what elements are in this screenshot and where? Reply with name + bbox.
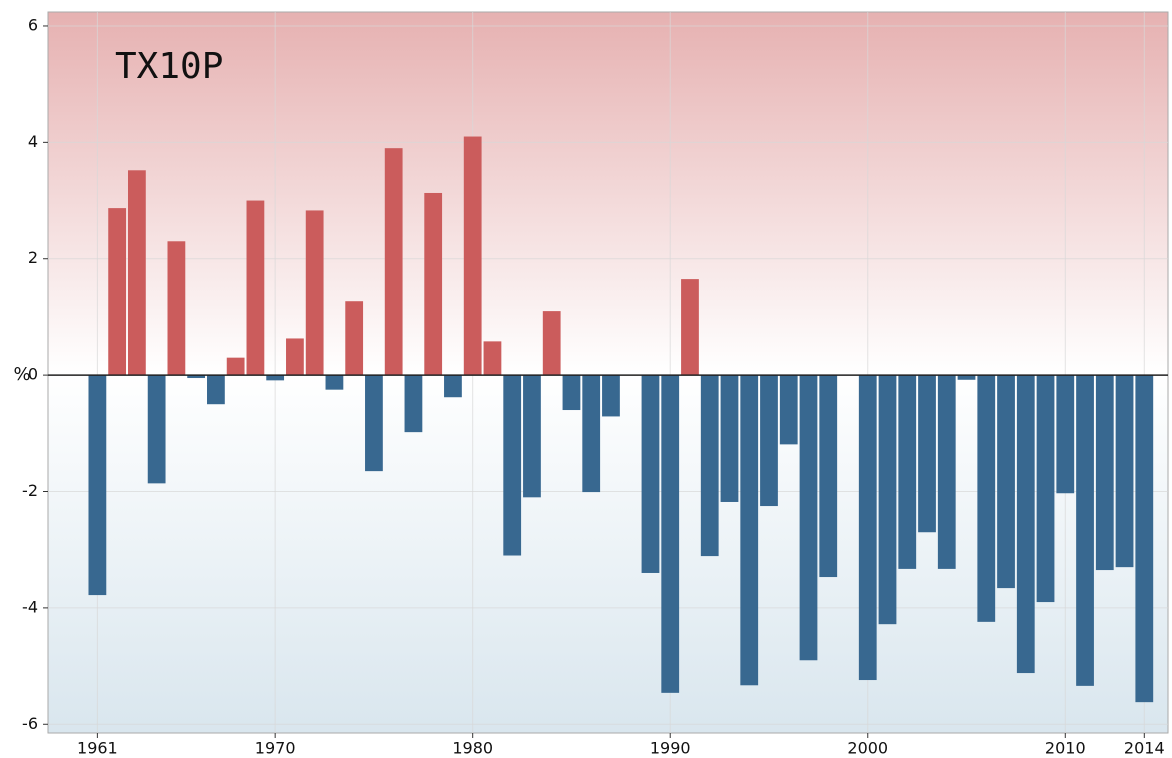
y-tick-label: 0 bbox=[28, 365, 38, 384]
bar bbox=[286, 338, 304, 376]
bar bbox=[661, 375, 680, 693]
bar bbox=[207, 375, 225, 405]
bar bbox=[602, 375, 620, 417]
y-tick-label: 4 bbox=[28, 132, 38, 151]
bar bbox=[542, 311, 561, 376]
bar bbox=[1095, 375, 1114, 571]
bar bbox=[305, 210, 324, 376]
bar bbox=[463, 136, 482, 376]
bar bbox=[997, 375, 1015, 589]
bar bbox=[760, 375, 778, 507]
x-tick-label: 2014 bbox=[1124, 739, 1165, 758]
bar bbox=[246, 200, 265, 376]
bar bbox=[266, 375, 285, 381]
bar bbox=[128, 170, 146, 376]
x-tick-label: 1980 bbox=[452, 739, 493, 758]
bar bbox=[1056, 375, 1075, 494]
bar bbox=[1036, 375, 1055, 603]
y-tick-label: -4 bbox=[22, 597, 38, 616]
bar bbox=[345, 301, 364, 376]
bar bbox=[740, 375, 759, 686]
y-tick-label: 6 bbox=[28, 15, 38, 34]
bar bbox=[720, 375, 739, 502]
bar bbox=[878, 375, 897, 625]
bar bbox=[562, 375, 581, 411]
bar bbox=[681, 279, 699, 376]
bar bbox=[977, 375, 996, 622]
bar bbox=[918, 375, 936, 533]
x-tick-label: 1970 bbox=[255, 739, 296, 758]
bar bbox=[187, 375, 206, 379]
x-tick-label: 2000 bbox=[847, 739, 888, 758]
bar bbox=[1016, 375, 1035, 674]
bar bbox=[167, 241, 186, 376]
bar bbox=[226, 357, 245, 376]
bar bbox=[404, 375, 423, 433]
bar bbox=[1135, 375, 1154, 703]
chart-title: TX10P bbox=[115, 46, 223, 87]
bar bbox=[898, 375, 917, 569]
bar bbox=[1076, 375, 1094, 686]
bar bbox=[365, 375, 383, 472]
bar bbox=[819, 375, 838, 578]
x-tick-label: 1961 bbox=[77, 739, 118, 758]
bar bbox=[858, 375, 877, 681]
bar bbox=[957, 375, 976, 380]
bar bbox=[88, 375, 107, 596]
bar bbox=[700, 375, 719, 557]
bar bbox=[523, 375, 541, 498]
bar bbox=[779, 375, 798, 445]
bar bbox=[937, 375, 956, 569]
bar bbox=[582, 375, 601, 493]
bar bbox=[384, 148, 403, 376]
x-tick-label: 1990 bbox=[650, 739, 691, 758]
bar bbox=[799, 375, 818, 661]
bar bbox=[147, 375, 166, 484]
plot-area bbox=[47, 11, 1169, 734]
bar bbox=[325, 375, 344, 390]
y-tick-label: -6 bbox=[22, 714, 38, 733]
y-tick-label: 2 bbox=[28, 248, 38, 267]
y-tick-label: -2 bbox=[22, 481, 38, 500]
bar bbox=[641, 375, 660, 573]
bar bbox=[483, 341, 502, 376]
bar bbox=[503, 375, 522, 556]
bar bbox=[1115, 375, 1134, 568]
x-tick-label: 2010 bbox=[1045, 739, 1086, 758]
bar bbox=[108, 208, 127, 376]
bar bbox=[424, 192, 443, 376]
bar bbox=[444, 375, 462, 398]
y-axis-label: % bbox=[13, 364, 30, 385]
